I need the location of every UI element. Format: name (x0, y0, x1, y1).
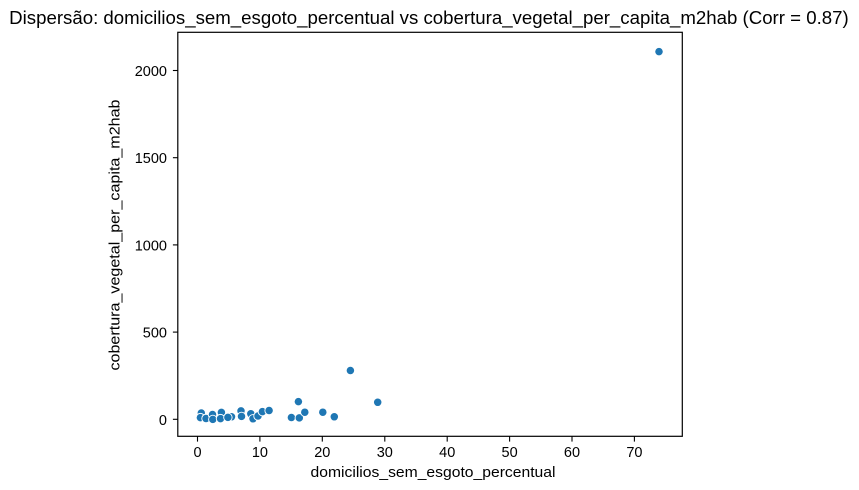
svg-text:30: 30 (377, 445, 393, 461)
svg-text:Dispersão: domicilios_sem_esgo: Dispersão: domicilios_sem_esgoto_percent… (9, 8, 849, 29)
svg-text:40: 40 (439, 445, 455, 461)
svg-text:cobertura_vegetal_per_capita_m: cobertura_vegetal_per_capita_m2hab (108, 100, 124, 371)
svg-text:0: 0 (159, 413, 167, 429)
svg-text:10: 10 (252, 445, 268, 461)
svg-text:1000: 1000 (135, 238, 167, 254)
svg-text:20: 20 (314, 445, 330, 461)
svg-text:70: 70 (626, 445, 642, 461)
svg-text:60: 60 (564, 445, 580, 461)
svg-text:50: 50 (502, 445, 518, 461)
svg-text:0: 0 (193, 445, 201, 461)
svg-text:1500: 1500 (135, 151, 167, 167)
svg-text:domicilios_sem_esgoto_percentu: domicilios_sem_esgoto_percentual (311, 465, 556, 481)
svg-text:500: 500 (143, 326, 167, 342)
svg-text:2000: 2000 (135, 64, 167, 80)
